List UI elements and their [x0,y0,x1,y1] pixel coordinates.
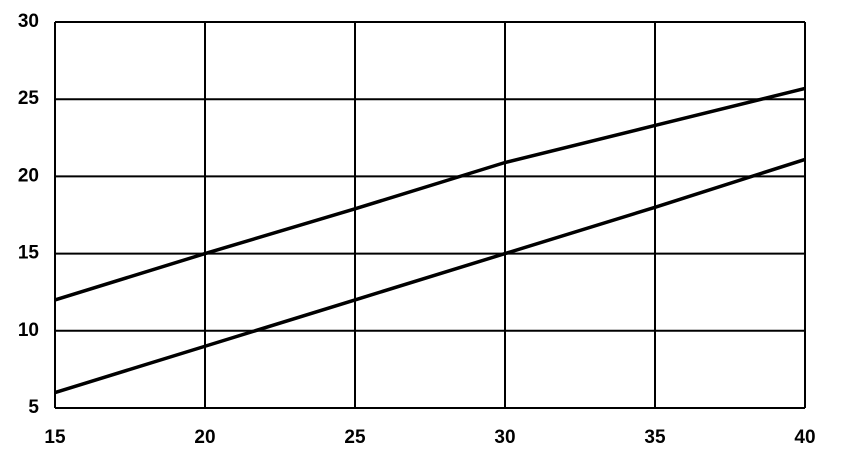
y-tick-label: 20 [18,165,39,186]
y-tick-label: 30 [18,11,39,32]
x-tick-label: 30 [494,427,515,448]
y-tick-label: 25 [18,88,40,109]
data-line [54,157,806,395]
x-tick-label: 40 [794,427,815,448]
y-tick-label: 15 [18,243,40,264]
x-tick-label: 35 [644,427,666,448]
x-tick-label: 20 [194,427,215,448]
y-tick-label: 5 [28,397,39,418]
x-tick-label: 15 [44,427,66,448]
y-tick-label: 10 [18,320,39,341]
x-tick-label: 25 [344,427,366,448]
data-line [54,86,806,302]
